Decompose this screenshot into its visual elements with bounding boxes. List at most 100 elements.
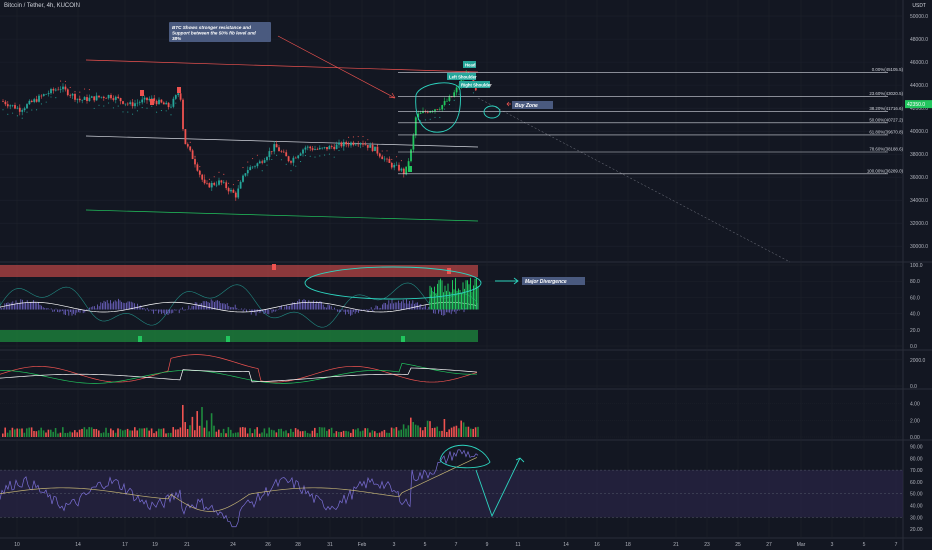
volume-bar [395, 427, 398, 437]
volume-bar [112, 430, 114, 437]
fib-label: 38.20%(41716.6) [869, 106, 903, 111]
volume-bar [417, 425, 419, 437]
volume-bar [263, 428, 266, 437]
time-tick-label: Feb [358, 542, 367, 548]
volume-bar [86, 429, 88, 437]
fib-retracement[interactable]: 0.00%(45105.5) 23.60%(43020.5) 38.20%(4171… [398, 67, 904, 175]
volume-bar [429, 421, 431, 437]
volume-bar [287, 433, 290, 437]
candle-body [86, 97, 88, 102]
time-tick-label: 18 [625, 542, 631, 548]
candle-body [232, 189, 235, 193]
candle-body [23, 108, 26, 111]
osc-tick-label: 80.0 [910, 279, 920, 285]
volume-bar [467, 426, 470, 437]
buy-zone-box[interactable]: Buy Zone [512, 101, 553, 109]
candle-body [71, 94, 74, 96]
volume-bar [366, 428, 369, 437]
sar-dot [175, 102, 177, 104]
volume-bar [174, 429, 177, 437]
sar-dot [117, 105, 119, 107]
time-tick-label: 21 [673, 542, 679, 548]
candle-body [234, 192, 237, 198]
volume-bar [316, 433, 318, 437]
volume-bar [292, 431, 294, 437]
volume-bar [239, 427, 242, 437]
candle-body [268, 151, 271, 158]
sar-dot [127, 111, 129, 113]
volume-bar [167, 432, 170, 437]
major-divergence-box[interactable]: Major Divergence [522, 277, 585, 285]
grid [0, 0, 903, 538]
volume-bar [78, 429, 81, 437]
sar-dot [223, 173, 225, 175]
candle-body [450, 96, 453, 98]
candle-body [323, 147, 326, 148]
candle-body [88, 97, 91, 102]
candle-body [143, 97, 146, 100]
volume-bar [136, 430, 138, 437]
volume-bar [194, 430, 196, 437]
candle-body [354, 144, 357, 146]
right-shoulder-label: Right Shoulder [459, 81, 492, 88]
sar-dot [338, 150, 340, 152]
btc-note-line-3: 38% [172, 36, 181, 41]
candle-body [412, 135, 415, 150]
volume-bar [407, 425, 410, 437]
volume-bar [261, 432, 263, 437]
candle-body [448, 96, 451, 101]
svg-text:Right Shoulder: Right Shoulder [461, 82, 492, 87]
volume-bar [69, 431, 71, 437]
candle-body [114, 96, 117, 100]
price-tick-label: 46000.0 [910, 60, 928, 66]
volume-bar [321, 427, 323, 437]
rsi-tick-label: 90.00 [910, 445, 923, 451]
candle-body [102, 96, 105, 98]
candle-body [328, 146, 331, 150]
svg-text:Buy Zone: Buy Zone [515, 103, 538, 109]
volume-bar [131, 430, 134, 437]
volume-bar [378, 432, 381, 437]
candle-body [422, 111, 424, 113]
candle-body [441, 105, 444, 110]
btc-note-box[interactable]: BTC Shows stronger resistance and Suppor… [169, 22, 271, 42]
vol-tick-label: 4.00 [910, 402, 920, 408]
dmi-panel: 0.0 2000.0 [0, 354, 926, 390]
candle-body [290, 161, 292, 163]
svg-text:Major Divergence: Major Divergence [525, 279, 567, 285]
rsi-signal-line [0, 457, 478, 512]
candle-body [153, 98, 156, 101]
sar-dot [199, 166, 201, 168]
time-tick-label: 28 [295, 542, 301, 548]
sar-dot [290, 170, 292, 172]
price-tick-label: 30000.0 [910, 244, 928, 250]
time-tick-label: 7 [895, 542, 898, 548]
candle-body [393, 164, 396, 168]
volume-bar [153, 433, 155, 437]
volume-bar [35, 431, 38, 437]
candle-body [417, 113, 420, 118]
sar-dot [36, 109, 38, 111]
candle-body [47, 93, 50, 95]
volume-bar [405, 428, 407, 437]
candle-body [52, 88, 55, 91]
sar-dot [122, 111, 124, 113]
candle-body [155, 100, 158, 105]
volume-bar [107, 432, 110, 437]
sar-dot [156, 111, 158, 113]
candle-body [16, 107, 19, 109]
volume-bar [14, 429, 16, 437]
sar-dot [160, 110, 162, 112]
candle-body [249, 167, 252, 171]
volume-bar [189, 425, 191, 437]
sar-dot [88, 89, 90, 91]
candle-body [239, 181, 242, 189]
candle-body [258, 161, 261, 164]
volume-bar [249, 428, 251, 437]
candle-body [230, 189, 232, 192]
volume-bar [278, 428, 280, 437]
sar-dot [391, 158, 393, 160]
volume-bar [150, 428, 153, 437]
